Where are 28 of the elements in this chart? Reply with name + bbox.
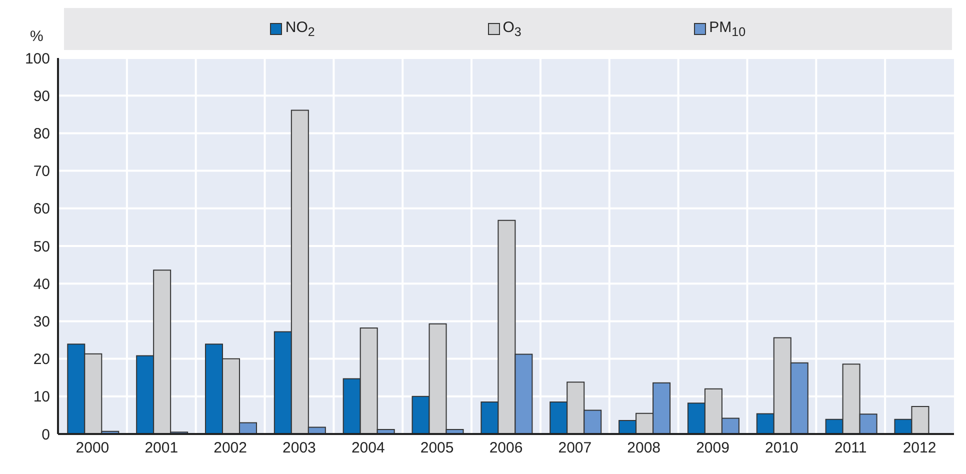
x-tick-label: 2003: [282, 440, 316, 457]
x-tick-label: 2002: [214, 440, 247, 457]
y-tick-label: 20: [33, 351, 50, 368]
y-tick-label: 100: [24, 50, 50, 68]
y-tick-label: 10: [33, 388, 50, 406]
legend-label: O$_{3}$: [502, 19, 522, 39]
x-tick-label: 2007: [558, 440, 592, 457]
x-tick-label: 2009: [696, 440, 730, 457]
x-tick-label: 2004: [351, 440, 385, 457]
legend-label: NO$_{2}$: [285, 19, 315, 39]
x-tick-label: 2005: [420, 440, 454, 457]
legend-label: PM$_{10}$: [709, 19, 746, 39]
y-tick-label: 0: [42, 426, 50, 444]
x-tick-label: 2008: [627, 440, 661, 457]
x-tick-label: 2001: [144, 440, 178, 457]
x-tick-label: 2010: [765, 440, 798, 457]
x-tick-label: 2011: [834, 440, 867, 457]
y-tick-label: 30: [33, 314, 50, 331]
x-tick-label: 2006: [489, 440, 523, 457]
y-axis-title: %: [30, 28, 44, 45]
y-tick-label: 60: [33, 200, 50, 218]
y-tick-label: 70: [33, 163, 50, 180]
x-tick-label: 2000: [76, 440, 110, 457]
y-tick-label: 40: [33, 276, 50, 293]
y-tick-label: 50: [33, 238, 50, 256]
y-tick-label: 90: [33, 88, 50, 105]
y-tick-label: 80: [33, 126, 50, 143]
x-tick-label: 2012: [902, 440, 936, 457]
